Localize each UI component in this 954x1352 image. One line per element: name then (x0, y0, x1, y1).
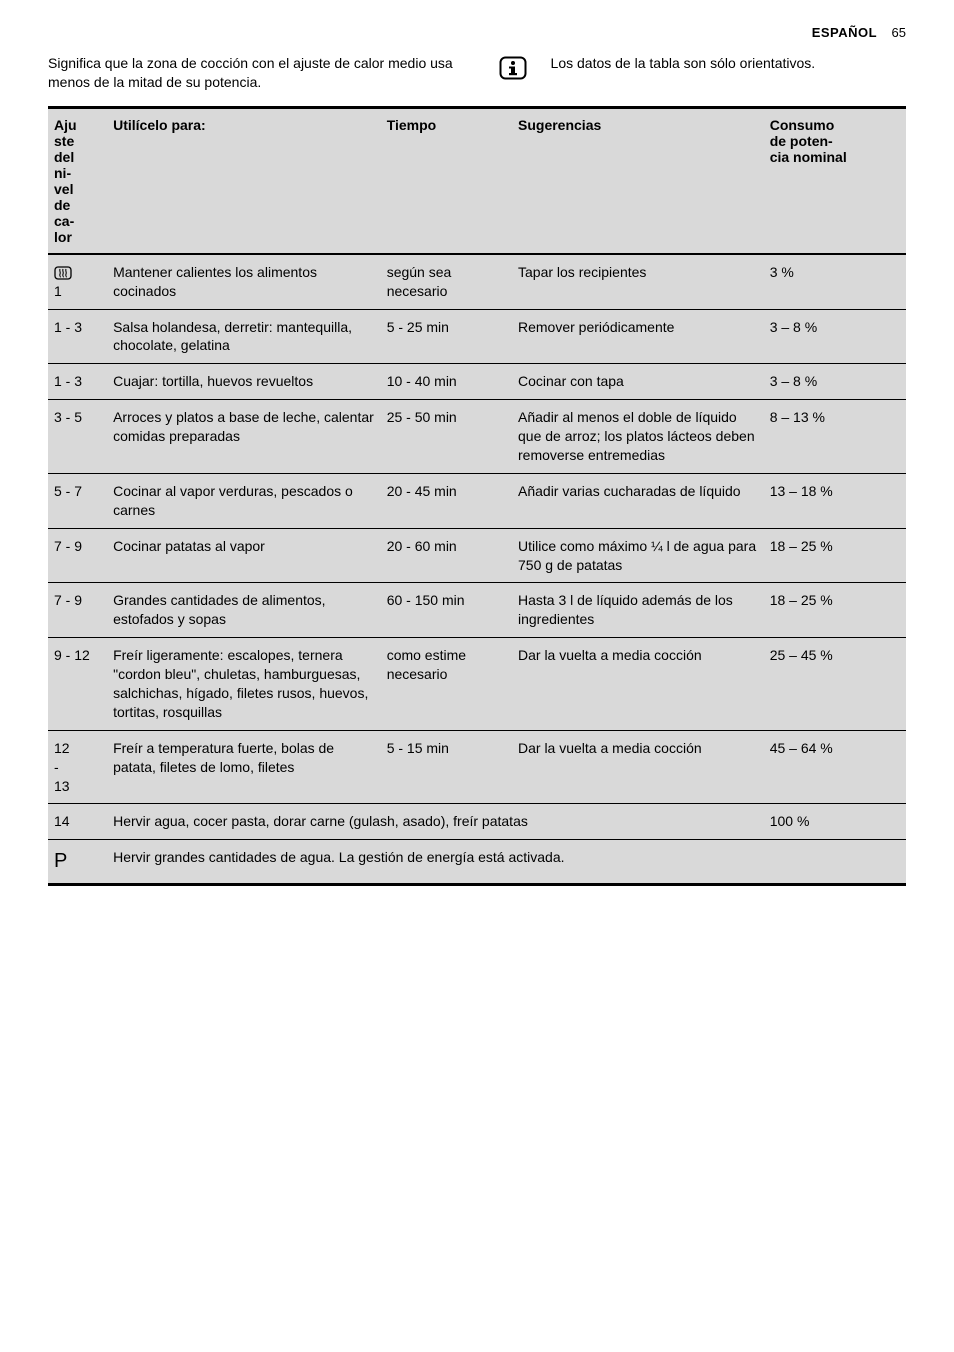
cell-level: 14 (48, 804, 107, 840)
cell-use-span: Hervir agua, cocer pasta, dorar carne (g… (107, 804, 764, 840)
cell-level: 7 - 9 (48, 583, 107, 638)
cell-sugg: Remover periódicamente (512, 309, 764, 364)
cell-time: 10 - 40 min (381, 364, 512, 400)
header-page-number: 65 (892, 25, 906, 40)
table-row: 1 Mantener calientes los alimentos cocin… (48, 254, 906, 309)
th-level-text: Ajustedelni-veldeca-lor (54, 117, 77, 245)
cell-level: P (48, 840, 107, 885)
cell-sugg: Dar la vuelta a media cocción (512, 638, 764, 731)
cell-sugg: Añadir al menos el doble de líquido que … (512, 400, 764, 474)
cell-time: según sea necesario (381, 254, 512, 309)
cell-level-text: 1 (54, 283, 62, 299)
cell-use: Salsa holandesa, derretir: mantequilla, … (107, 309, 381, 364)
table-row: 12-13 Freír a temperatura fuerte, bolas … (48, 730, 906, 804)
cell-time: 5 - 15 min (381, 730, 512, 804)
header-lang: ESPAÑOL (812, 25, 877, 40)
cell-level: 9 - 12 (48, 638, 107, 731)
table-row: 7 - 9 Grandes cantidades de alimentos, e… (48, 583, 906, 638)
cell-level: 1 - 3 (48, 364, 107, 400)
cell-level: 7 - 9 (48, 528, 107, 583)
cell-use: Cocinar patatas al vapor (107, 528, 381, 583)
cooking-table: Ajustedelni-veldeca-lor Utilícelo para: … (48, 106, 906, 887)
table-row: 9 - 12 Freír ligeramente: escalopes, ter… (48, 638, 906, 731)
cell-cons: 3 % (764, 254, 906, 309)
cell-use: Freír ligeramente: escalopes, ternera "c… (107, 638, 381, 731)
cell-cons: 18 – 25 % (764, 528, 906, 583)
cell-level: 12-13 (48, 730, 107, 804)
table-row: 7 - 9 Cocinar patatas al vapor 20 - 60 m… (48, 528, 906, 583)
cell-time: 25 - 50 min (381, 400, 512, 474)
info-icon (499, 54, 527, 85)
cell-cons: 18 – 25 % (764, 583, 906, 638)
th-use: Utilícelo para: (107, 107, 381, 254)
cell-use: Cuajar: tortilla, huevos revueltos (107, 364, 381, 400)
cell-cons: 100 % (764, 804, 906, 840)
keep-warm-icon (54, 265, 72, 281)
th-level: Ajustedelni-veldeca-lor (48, 107, 107, 254)
cell-level: 3 - 5 (48, 400, 107, 474)
cell-cons: 25 – 45 % (764, 638, 906, 731)
table-row: P Hervir grandes cantidades de agua. La … (48, 840, 906, 885)
cell-cons: 3 – 8 % (764, 309, 906, 364)
cell-cons: 45 – 64 % (764, 730, 906, 804)
cell-sugg: Utilice como máximo ¼ l de agua para 750… (512, 528, 764, 583)
cell-sugg: Tapar los recipientes (512, 254, 764, 309)
cell-level: 1 (48, 254, 107, 309)
cell-sugg: Cocinar con tapa (512, 364, 764, 400)
cell-cons: 3 – 8 % (764, 364, 906, 400)
th-cons: Consumode poten-cia nominal (764, 107, 906, 254)
th-sugg: Sugerencias (512, 107, 764, 254)
cell-use: Mantener calientes los alimentos cocinad… (107, 254, 381, 309)
cell-time: como estime necesario (381, 638, 512, 731)
th-time: Tiempo (381, 107, 512, 254)
page-header: ESPAÑOL 65 (48, 24, 906, 42)
table-row: 3 - 5 Arroces y platos a base de leche, … (48, 400, 906, 474)
cell-time: 20 - 45 min (381, 473, 512, 528)
intro-right-text: Los datos de la tabla son sólo orientati… (551, 54, 906, 73)
th-cons-text: Consumode poten-cia nominal (770, 117, 847, 165)
intro-left-text: Significa que la zona de cocción con el … (48, 54, 475, 92)
cell-use: Arroces y platos a base de leche, calent… (107, 400, 381, 474)
power-p-icon: P (54, 850, 67, 872)
cell-time: 20 - 60 min (381, 528, 512, 583)
table-row: 1 - 3 Cuajar: tortilla, huevos revueltos… (48, 364, 906, 400)
cell-cons: 13 – 18 % (764, 473, 906, 528)
cell-time: 5 - 25 min (381, 309, 512, 364)
cell-use-span-full: Hervir grandes cantidades de agua. La ge… (107, 840, 906, 885)
table-row: 5 - 7 Cocinar al vapor verduras, pescado… (48, 473, 906, 528)
table-row: 1 - 3 Salsa holandesa, derretir: mantequ… (48, 309, 906, 364)
table-row: 14 Hervir agua, cocer pasta, dorar carne… (48, 804, 906, 840)
cell-sugg: Añadir varias cucharadas de líquido (512, 473, 764, 528)
cell-time: 60 - 150 min (381, 583, 512, 638)
cell-use: Cocinar al vapor verduras, pescados o ca… (107, 473, 381, 528)
table-header-row: Ajustedelni-veldeca-lor Utilícelo para: … (48, 107, 906, 254)
cell-level: 5 - 7 (48, 473, 107, 528)
cell-sugg: Dar la vuelta a media cocción (512, 730, 764, 804)
cell-sugg: Hasta 3 l de líquido además de los ingre… (512, 583, 764, 638)
cell-use: Freír a temperatura fuerte, bolas de pat… (107, 730, 381, 804)
cell-use: Grandes cantidades de alimentos, estofad… (107, 583, 381, 638)
cell-cons: 8 – 13 % (764, 400, 906, 474)
cell-level: 1 - 3 (48, 309, 107, 364)
intro-row: Significa que la zona de cocción con el … (48, 54, 906, 92)
